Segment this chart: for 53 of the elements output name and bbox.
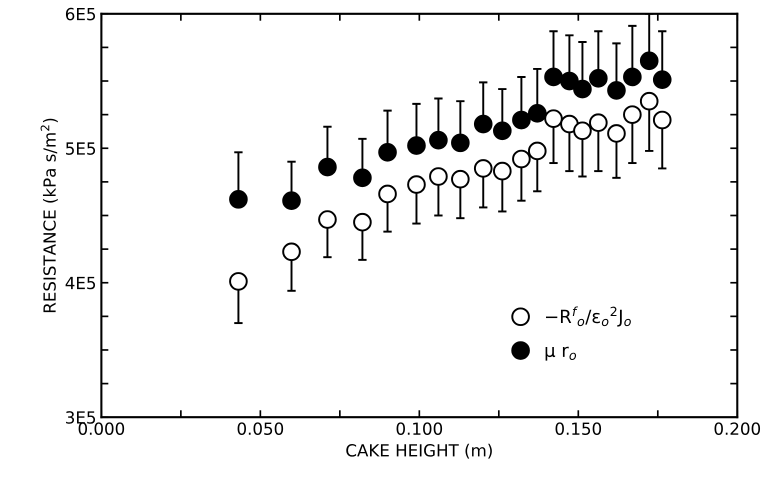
point bbox=[623, 68, 642, 86]
point bbox=[282, 191, 301, 210]
point bbox=[512, 150, 531, 168]
y-axis-title: RESISTANCE (kPa s/m$^{2}$) bbox=[40, 118, 58, 312]
point bbox=[229, 190, 248, 209]
point bbox=[493, 121, 512, 140]
point bbox=[589, 69, 608, 88]
point bbox=[353, 168, 372, 188]
point bbox=[640, 92, 659, 110]
point bbox=[560, 114, 579, 134]
point bbox=[318, 158, 337, 176]
y-tick-label: 6E5 bbox=[66, 8, 96, 20]
point bbox=[528, 142, 547, 160]
point bbox=[474, 114, 493, 134]
point bbox=[429, 130, 448, 150]
point bbox=[544, 68, 563, 86]
point bbox=[451, 170, 470, 188]
legend-label: −R$^{f}$$_{o}$/ε$_{o}$$^{2}$J$_{o}$ bbox=[546, 306, 631, 327]
point bbox=[528, 104, 547, 123]
point bbox=[589, 113, 608, 132]
point bbox=[607, 124, 626, 143]
point bbox=[429, 167, 448, 186]
x-tick-label: 0.100 bbox=[396, 422, 442, 435]
point bbox=[573, 121, 592, 140]
point bbox=[353, 212, 372, 232]
y-tick-label: 3E5 bbox=[66, 411, 96, 424]
point bbox=[652, 70, 672, 89]
point bbox=[512, 110, 531, 130]
x-tick-label: 0.000 bbox=[78, 422, 124, 435]
point bbox=[607, 81, 626, 100]
point bbox=[573, 80, 592, 98]
y-tick-label: 5E5 bbox=[66, 142, 96, 155]
point bbox=[378, 184, 397, 204]
point bbox=[451, 134, 470, 152]
y-tick-label: 4E5 bbox=[66, 276, 96, 290]
point bbox=[652, 110, 672, 130]
x-axis-title: CAKE HEIGHT (m) bbox=[346, 444, 492, 459]
x-tick-label: 0.200 bbox=[714, 422, 760, 435]
point bbox=[378, 142, 397, 162]
point bbox=[318, 210, 337, 229]
point bbox=[229, 272, 248, 291]
point bbox=[640, 52, 659, 70]
point bbox=[493, 162, 512, 180]
point bbox=[407, 136, 426, 155]
x-tick-label: 0.150 bbox=[556, 422, 602, 435]
point bbox=[544, 109, 563, 128]
legend-label: μ r$_{o}$ bbox=[546, 346, 576, 361]
point bbox=[623, 105, 642, 124]
point bbox=[407, 175, 426, 194]
point bbox=[560, 72, 579, 90]
point bbox=[474, 159, 493, 178]
x-tick-label: 0.050 bbox=[238, 422, 284, 435]
point bbox=[282, 242, 301, 262]
